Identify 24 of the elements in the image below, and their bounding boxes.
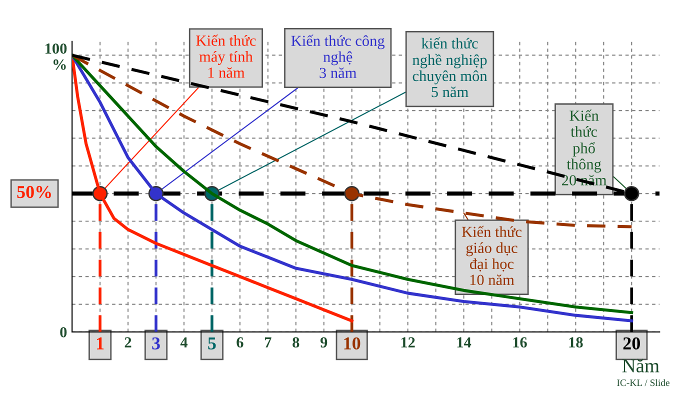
x-tick-label: 9: [320, 337, 328, 348]
x-tick-label: 10: [344, 337, 360, 350]
annotation: Kiến thức công nghệ 3 năm: [291, 34, 385, 78]
x-tick-label: 5: [208, 338, 216, 350]
x-tick-label: 16: [513, 337, 527, 348]
annotation: kiến thức nghề nghiệp chuyên môn 5 năm: [412, 37, 488, 98]
x-tick-label: 14: [457, 337, 472, 348]
ref-line-label: 50%: [17, 186, 51, 198]
annotation: Kiến thức giáo dục đại học 10 năm: [462, 226, 522, 286]
x-tick-label: 12: [401, 337, 415, 348]
x-tick-label: 18: [569, 337, 583, 348]
x-tick-label: 4: [180, 337, 188, 348]
x-tick-label: 2: [124, 337, 132, 348]
y-tick-label: 100 %: [46, 43, 67, 70]
x-tick-label: 20: [623, 337, 640, 350]
x-tick-label: 1: [96, 337, 104, 350]
x-tick-label: 6: [236, 337, 244, 348]
x-axis-title: Năm: [622, 358, 660, 372]
x-tick-label: 3: [152, 337, 160, 350]
x-tick-label: 8: [292, 337, 300, 348]
y-tick-label: 0: [60, 327, 67, 338]
x-tick-label: 7: [264, 337, 272, 348]
annotation: Kiến thức máy tính 1 năm: [196, 34, 256, 78]
text: IC-KL / Slide: [617, 379, 670, 386]
